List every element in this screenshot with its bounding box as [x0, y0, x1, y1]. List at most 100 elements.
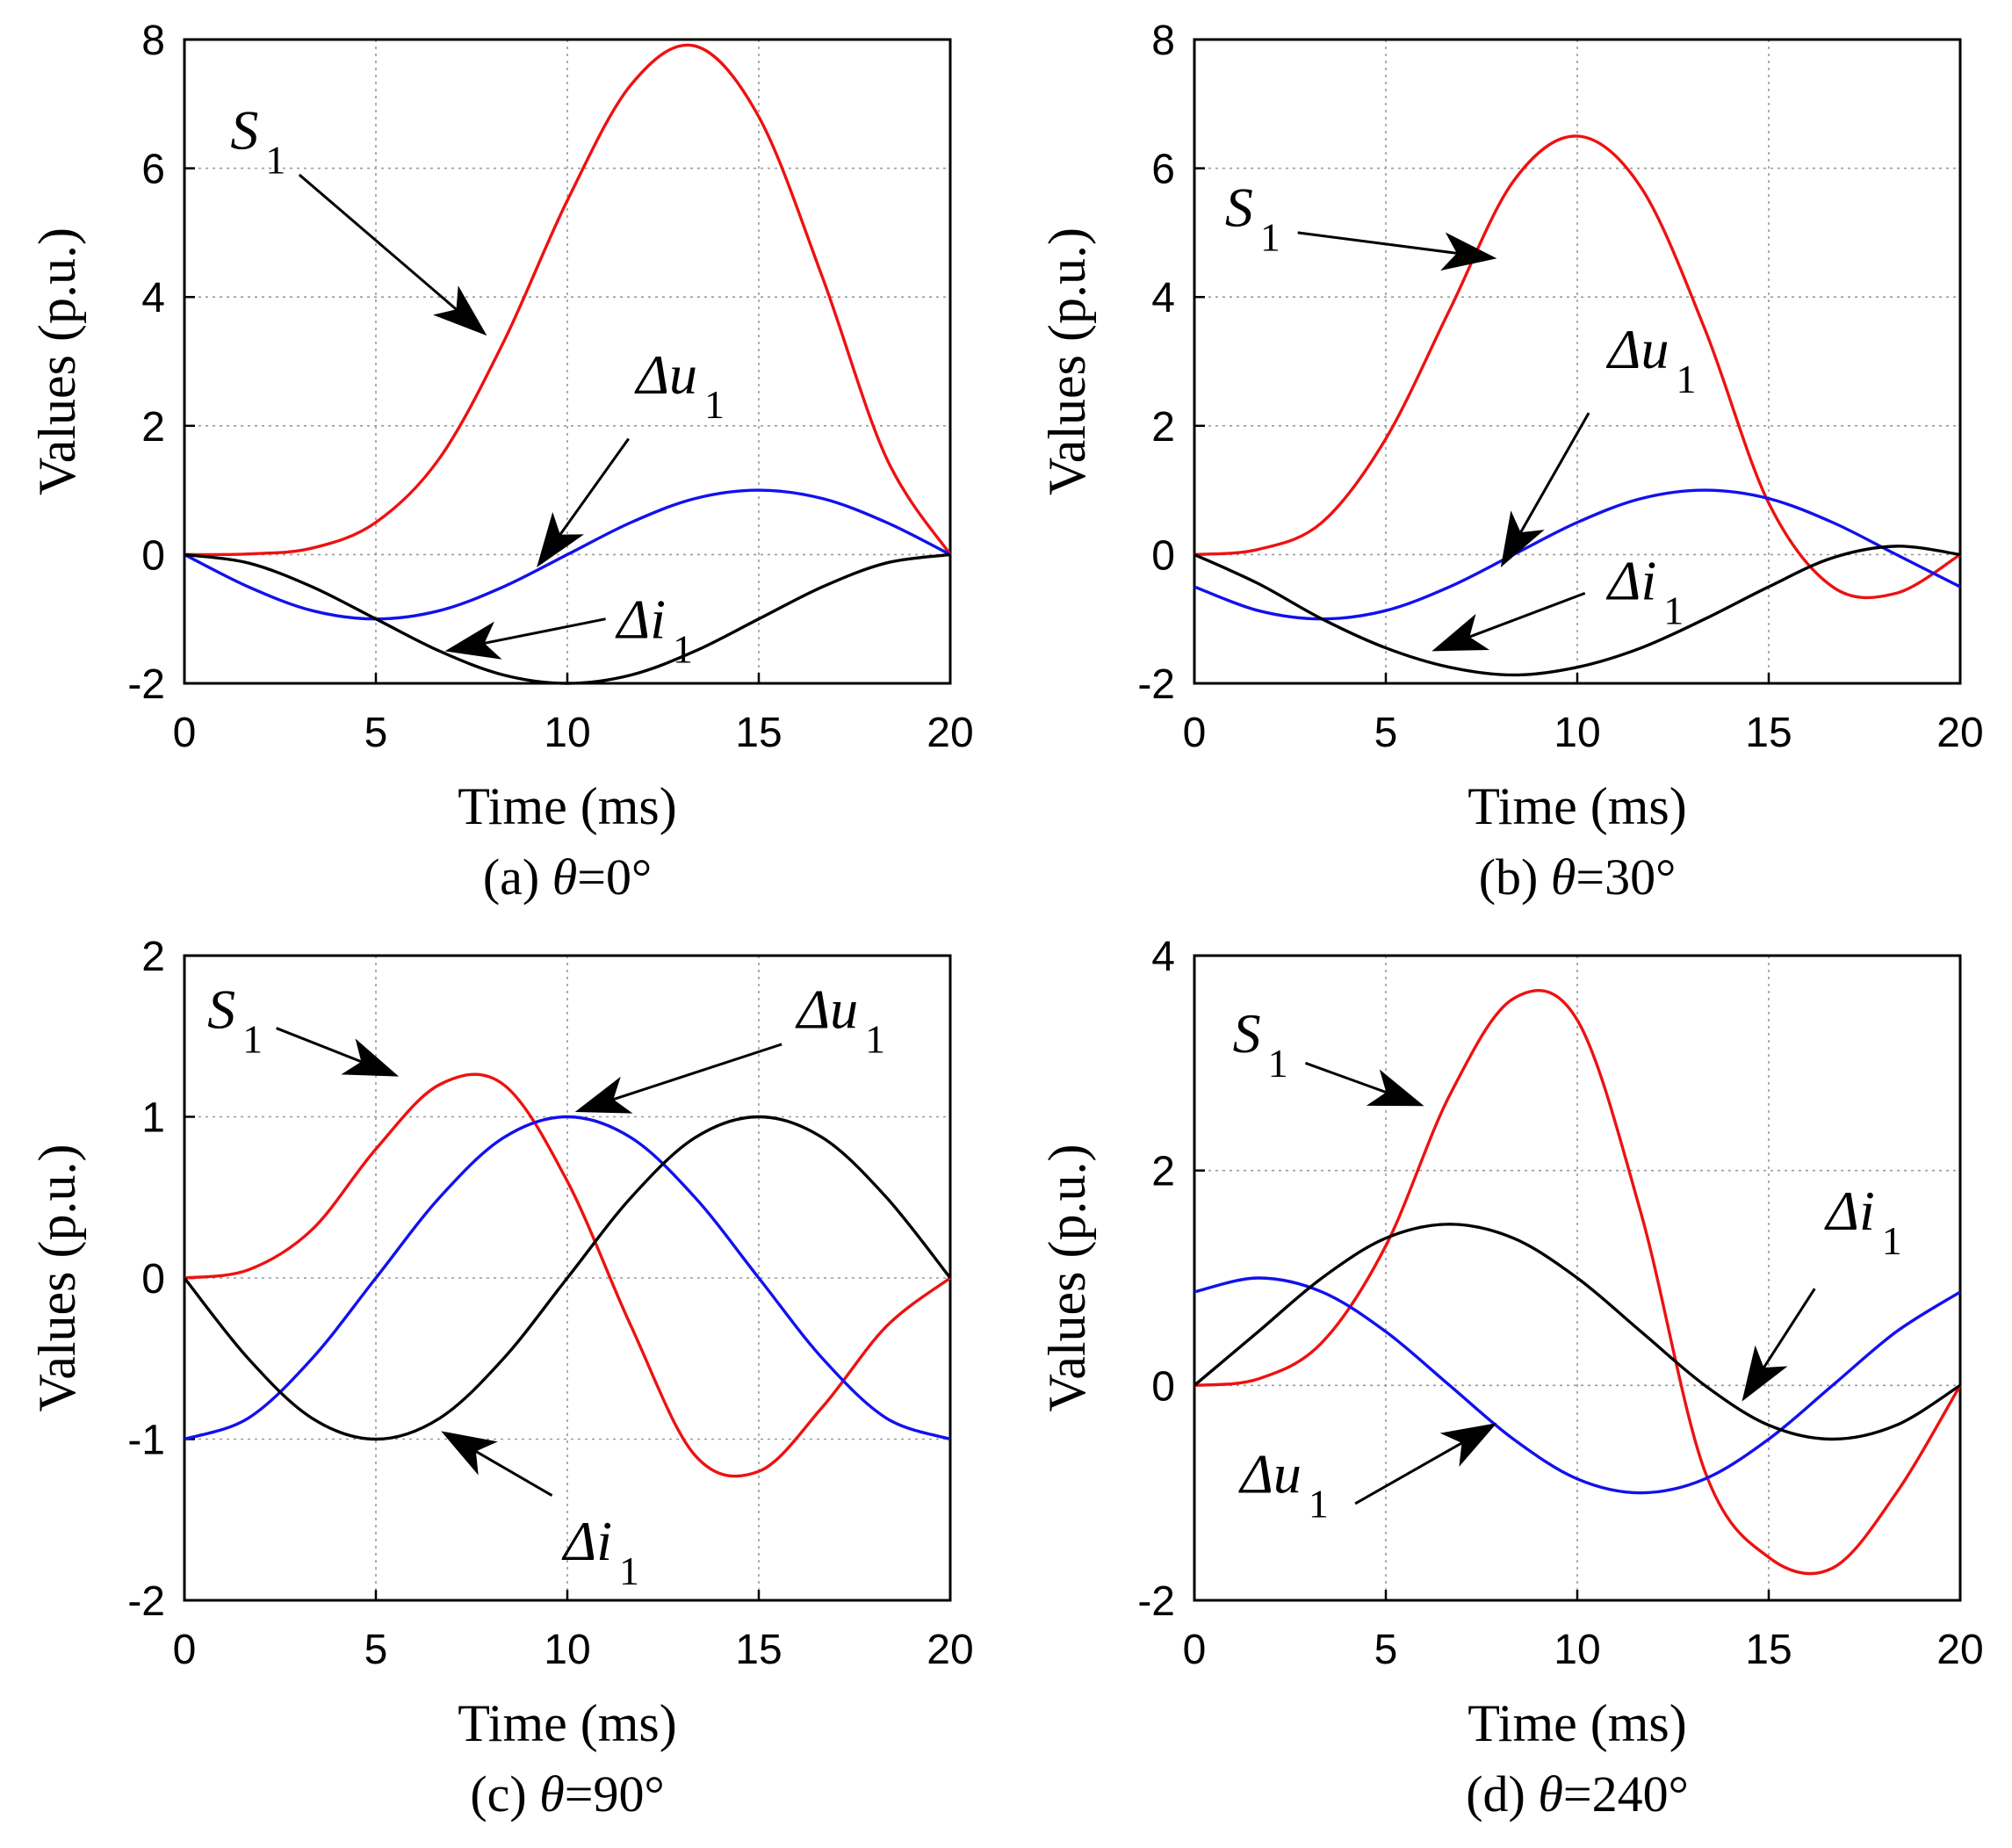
- annotation-label: Δu 1: [795, 978, 886, 1062]
- x-axis-label: Time (ms): [458, 1694, 677, 1752]
- annotation-var: Δi: [1605, 550, 1656, 612]
- y-tick-label: 4: [141, 275, 165, 321]
- caption-prefix: (c): [470, 1765, 539, 1823]
- annotation-var: Δi: [615, 588, 666, 651]
- x-tick-label: 20: [1936, 1627, 1983, 1673]
- x-axis-label: Time (ms): [458, 777, 677, 835]
- annotation-var: S: [1233, 1002, 1261, 1065]
- annotation-arrow: [1742, 1288, 1816, 1402]
- annotation-arrow-head: [1742, 1345, 1788, 1402]
- annotation-arrow: [1500, 412, 1590, 568]
- y-tick-label: -2: [127, 1578, 165, 1625]
- y-tick-label: -2: [1137, 1578, 1175, 1625]
- y-axis-label: Values (p.u.): [1038, 1144, 1096, 1412]
- annotation-var: S: [207, 978, 235, 1041]
- x-tick-label: 10: [544, 710, 590, 756]
- series-line-di: [1193, 1223, 1961, 1441]
- series-line-s1: [184, 43, 952, 557]
- annotation-arrow-shaft: [475, 1450, 553, 1498]
- annotation-label: Δi 1: [1823, 1180, 1901, 1263]
- series-line-di: [1193, 545, 1961, 677]
- annotation-arrow-shaft: [484, 617, 606, 645]
- panel-caption: (d) θ=240°: [1466, 1765, 1689, 1823]
- annotation-sub: 1: [265, 138, 285, 183]
- x-tick-label: 20: [927, 1627, 973, 1673]
- annotation-sub: 1: [1268, 1041, 1288, 1086]
- caption-suffix: =240°: [1563, 1765, 1689, 1823]
- annotation-var: Δu: [795, 978, 859, 1041]
- y-tick-label: 8: [141, 18, 165, 64]
- annotation-arrow-shaft: [612, 1043, 782, 1101]
- annotation-arrow-shaft: [1763, 1288, 1816, 1368]
- annotation-arrow: [441, 1431, 553, 1498]
- y-tick-label: -2: [1137, 661, 1175, 708]
- annotation-sub: 1: [673, 627, 693, 672]
- axes-frame: [183, 38, 952, 685]
- annotation-var: Δi: [1823, 1180, 1874, 1242]
- x-tick-label: 10: [544, 1627, 590, 1673]
- y-tick-label: 1: [141, 1095, 165, 1142]
- series-line-di: [184, 552, 951, 685]
- x-tick-label: 0: [173, 710, 197, 756]
- annotation-arrow-head: [441, 1431, 498, 1476]
- series-line-s1: [1193, 134, 1961, 600]
- annotation-arrow: [298, 173, 487, 336]
- y-tick-label: 0: [141, 532, 165, 579]
- x-tick-label: 0: [1183, 710, 1207, 756]
- caption-suffix: =90°: [565, 1765, 665, 1823]
- annotation-arrow-head: [433, 285, 487, 336]
- annotation-var: Δu: [1605, 318, 1669, 380]
- x-tick-label: 5: [1374, 1627, 1398, 1673]
- series-line-s1: [1193, 988, 1962, 1576]
- caption-var: θ: [1538, 1765, 1563, 1823]
- annotation-arrow-head: [1366, 1069, 1424, 1107]
- x-tick-label: 15: [735, 1627, 782, 1673]
- y-tick-label: 4: [1151, 275, 1175, 321]
- annotation-arrow-shaft: [1468, 591, 1586, 639]
- annotation-arrow-shaft: [1354, 1441, 1463, 1505]
- annotation-arrow-shaft: [1519, 412, 1590, 533]
- x-tick-label: 5: [1374, 710, 1398, 756]
- y-axis-label: Values (p.u.): [28, 1144, 86, 1412]
- series-line-du: [184, 488, 951, 621]
- annotation-var: Δu: [1237, 1443, 1302, 1505]
- y-tick-label: 0: [1151, 532, 1175, 579]
- annotation-sub: 1: [704, 382, 725, 427]
- y-tick-label: 2: [141, 404, 165, 451]
- x-tick-label: 0: [173, 1627, 197, 1673]
- y-tick-label: -2: [127, 661, 165, 708]
- x-tick-label: 10: [1554, 710, 1600, 756]
- caption-suffix: =30°: [1576, 848, 1676, 906]
- y-tick-label: 2: [1151, 404, 1175, 451]
- x-tick-label: 10: [1554, 1627, 1600, 1673]
- annotation-arrow-shaft: [276, 1027, 362, 1064]
- y-tick-label: 4: [1151, 934, 1175, 980]
- annotation-arrow-head: [1431, 613, 1490, 652]
- y-tick-label: 2: [141, 934, 165, 980]
- annotation-arrow: [1297, 231, 1497, 271]
- series-line-s1: [184, 1072, 952, 1478]
- y-tick-label: 6: [141, 147, 165, 193]
- y-tick-label: -1: [127, 1418, 165, 1464]
- caption-suffix: =0°: [577, 848, 652, 906]
- annotation-var: S: [1225, 177, 1253, 239]
- annotation-sub: 1: [1882, 1218, 1902, 1263]
- annotation-arrow-head: [574, 1076, 633, 1114]
- x-tick-label: 5: [364, 1627, 388, 1673]
- x-tick-label: 0: [1183, 1627, 1207, 1673]
- series-line-di: [183, 1115, 952, 1441]
- annotation-arrow-head: [1500, 510, 1545, 568]
- annotation-arrow-shaft: [1304, 1061, 1387, 1094]
- panel-caption: (a) θ=0°: [483, 848, 652, 906]
- annotation-sub: 1: [1309, 1482, 1329, 1527]
- x-tick-label: 20: [1936, 710, 1983, 756]
- panel-caption: (c) θ=90°: [470, 1765, 664, 1823]
- y-tick-label: 0: [1151, 1363, 1175, 1410]
- annotation-arrow-head: [1440, 232, 1497, 271]
- caption-prefix: (d): [1466, 1765, 1538, 1823]
- annotation-arrow-head: [341, 1038, 400, 1077]
- x-axis-label: Time (ms): [1468, 1694, 1687, 1752]
